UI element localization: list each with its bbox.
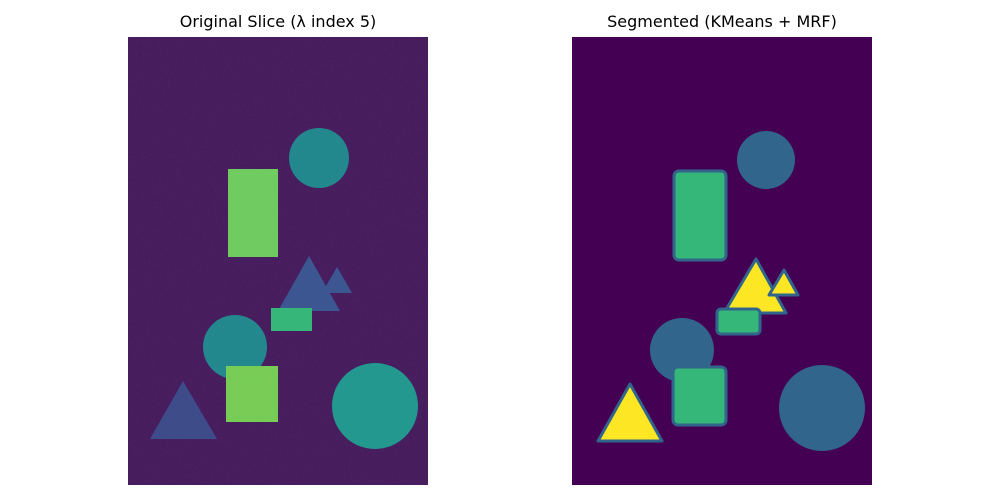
segmented-triangle-small <box>767 268 800 297</box>
right-panel-title: Segmented (KMeans + MRF) <box>607 12 837 31</box>
original-triangle-small <box>322 267 352 293</box>
segmented-triangle-bottom <box>596 382 664 443</box>
original-rect-small <box>271 308 312 331</box>
original-triangle-large <box>278 256 340 311</box>
segmented-image <box>572 37 872 485</box>
original-circle-top <box>289 128 349 188</box>
original-rect-square <box>226 366 278 422</box>
segmented-circle-large <box>779 365 865 451</box>
segmented-rect-square <box>671 365 728 427</box>
segmented-rect-small <box>715 307 762 336</box>
original-triangle-bottom <box>150 381 217 439</box>
original-rect-tall <box>228 169 278 257</box>
segmented-circle-top <box>737 131 795 189</box>
original-circle-mid <box>203 315 267 379</box>
segmented-rect-tall <box>672 169 728 262</box>
left-panel-title: Original Slice (λ index 5) <box>179 12 377 31</box>
original-circle-large <box>332 363 418 449</box>
original-slice-image <box>128 37 428 485</box>
